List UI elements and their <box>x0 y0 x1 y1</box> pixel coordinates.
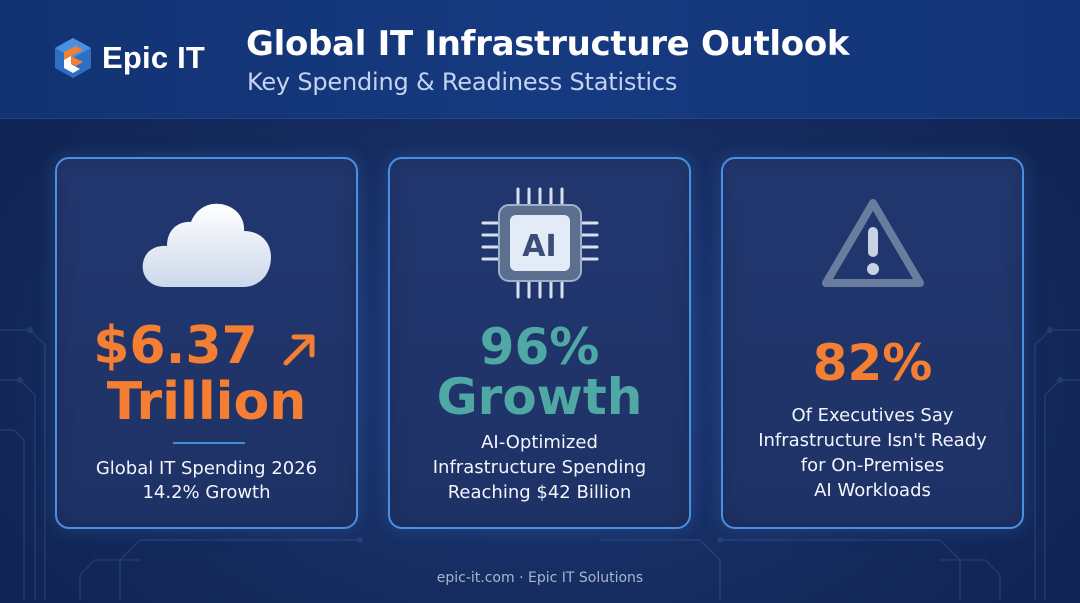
stat-label-line3: for On-Premises <box>800 455 945 476</box>
stat-label-line2: Infrastructure Spending <box>432 457 647 478</box>
epic-it-logo-icon <box>55 38 91 78</box>
stat-card-readiness: 82% Of Executives Say Infrastructure Isn… <box>721 157 1024 529</box>
stat-card-it-spending: $6.37 Trillion Global IT Spending 2026 1… <box>55 157 358 529</box>
brand-logo: Epic IT <box>52 36 205 80</box>
ai-chip-icon <box>481 187 598 299</box>
stat-sublabel: Reaching $42 Billion <box>447 482 632 503</box>
ai-chip-label: AI <box>522 229 557 264</box>
stat-value-amount: $6.37 <box>93 316 258 376</box>
stat-card-ai-spending: AI 96% Growth AI-Optimized Infrastructur… <box>388 157 691 529</box>
footer-text: epic-it.com · Epic IT Solutions <box>436 570 644 586</box>
page-title: Global IT Infrastructure Outlook <box>246 24 850 64</box>
stat-label-line1: Of Executives Say <box>791 405 954 426</box>
header-bar: Epic IT Global IT Infrastructure Outlook… <box>0 0 1080 119</box>
warning-triangle-icon <box>821 199 924 287</box>
stat-label-line4: AI Workloads <box>814 480 931 501</box>
stat-label-line2: Infrastructure Isn't Ready <box>758 430 987 451</box>
brand-name: Epic IT <box>102 40 206 75</box>
divider-line <box>173 442 245 444</box>
cloud-icon <box>142 203 271 287</box>
stat-value-unit: Growth <box>436 368 643 426</box>
page-subtitle: Key Spending & Readiness Statistics <box>247 68 678 96</box>
stat-label-line1: AI-Optimized <box>481 432 598 453</box>
arrow-up-right-icon <box>283 334 315 366</box>
stat-value-percent: 82% <box>812 334 933 392</box>
stat-value-unit: Trillion <box>106 372 307 432</box>
stat-sublabel: 14.2% Growth <box>142 482 271 503</box>
stat-label: Global IT Spending 2026 <box>95 458 318 479</box>
stat-value-percent: 96% <box>479 318 600 376</box>
stat-value-spending: $6.37 <box>57 317 356 375</box>
